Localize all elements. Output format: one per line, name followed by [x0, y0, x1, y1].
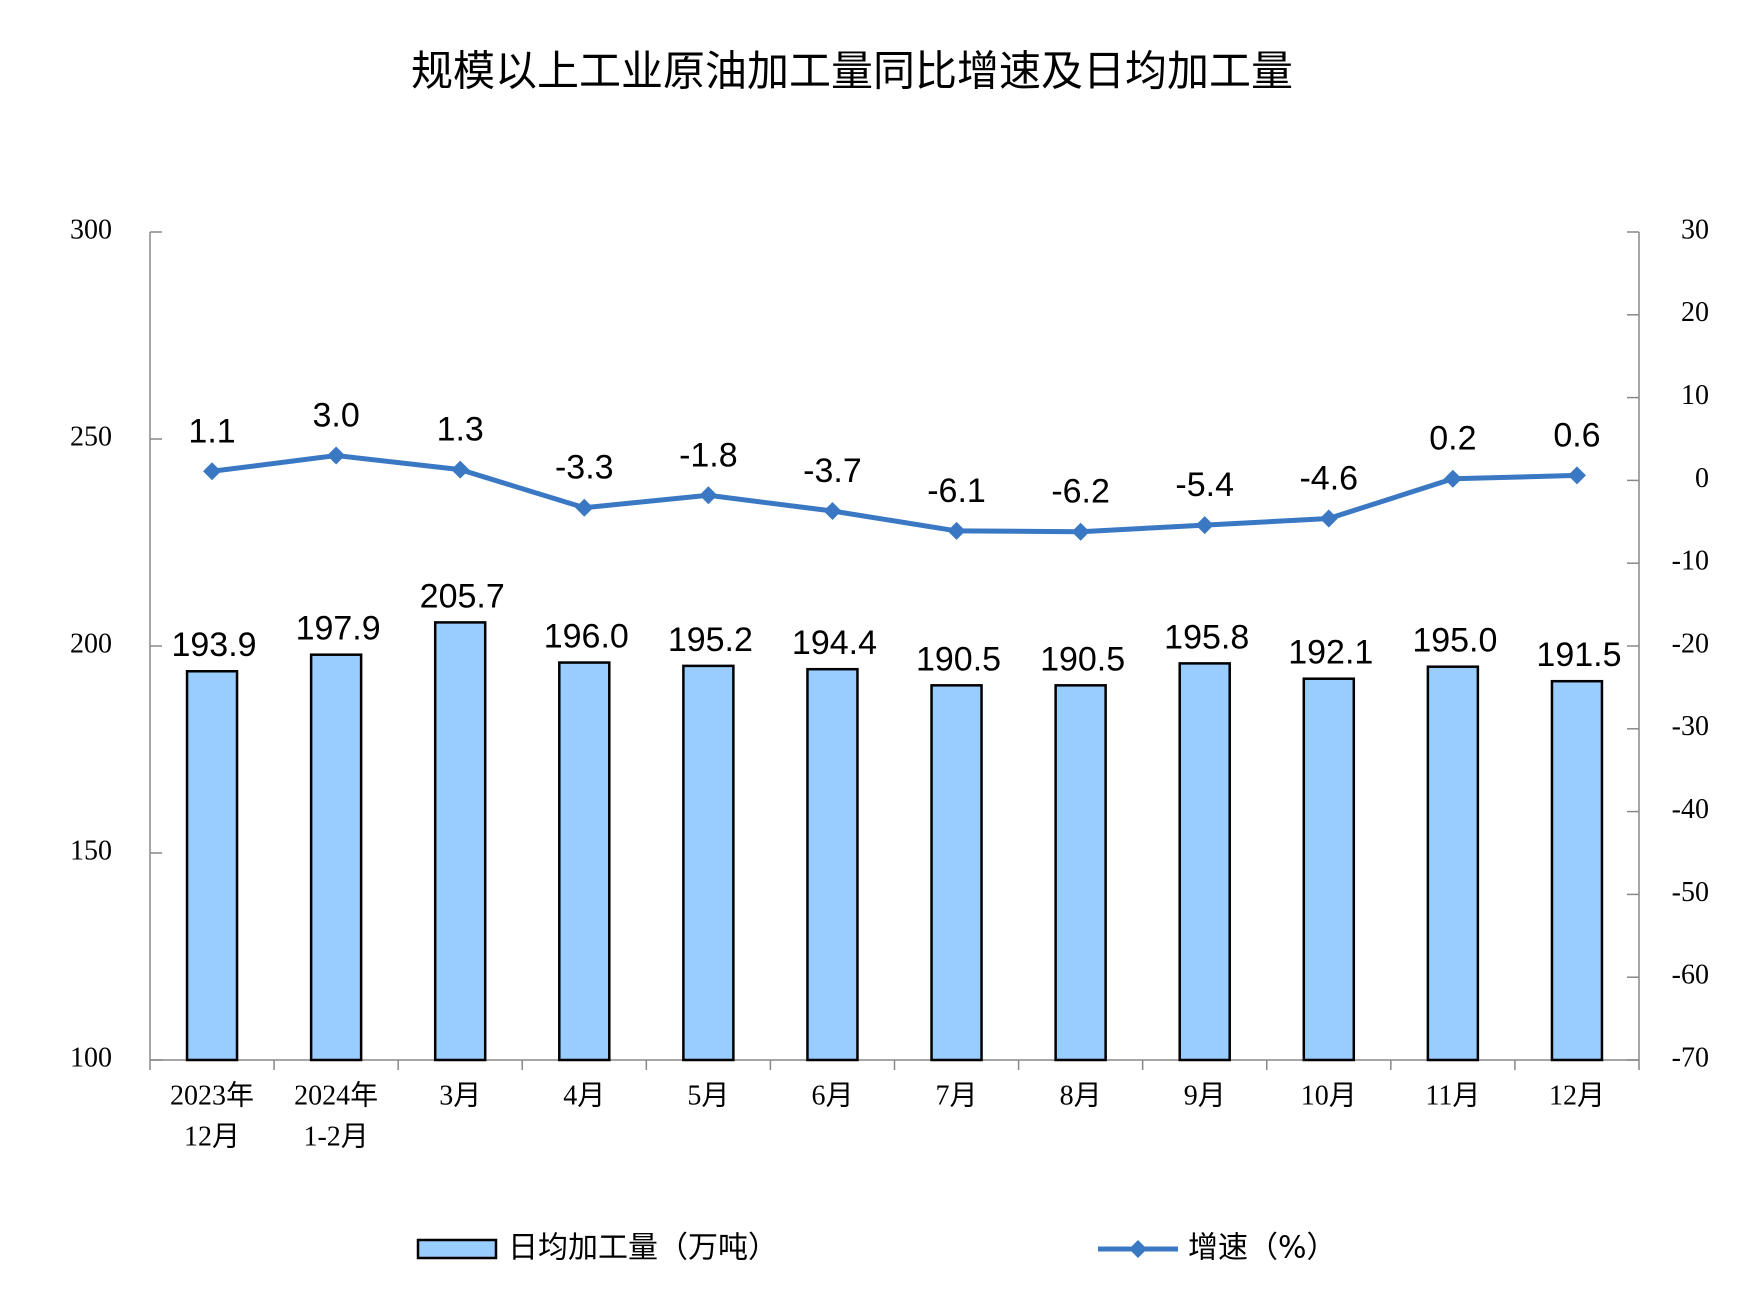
line-marker	[1443, 469, 1462, 488]
bar-value-label: 191.5	[1536, 636, 1621, 674]
bar	[930, 684, 983, 1062]
line-marker	[1071, 522, 1090, 541]
legend-label: 增速（%）	[1188, 1231, 1337, 1266]
bar-value-label: 205.7	[420, 577, 505, 615]
line-value-label: -6.1	[927, 472, 986, 510]
bar-value-label: 196.0	[544, 618, 629, 656]
bar-value-label: 190.5	[1040, 640, 1125, 678]
bar	[1426, 665, 1480, 1062]
line-value-label: -4.6	[1299, 459, 1358, 497]
line-marker	[823, 502, 842, 521]
x-tick-label: 7月	[936, 1080, 978, 1111]
bar-value-label: 194.4	[792, 624, 877, 662]
line-marker	[451, 460, 470, 479]
line-value-label: 1.1	[188, 412, 235, 450]
bar	[558, 661, 611, 1062]
bar	[1054, 684, 1107, 1062]
line-marker	[1567, 466, 1586, 485]
x-tick-label: 12月	[184, 1121, 240, 1152]
bar	[309, 653, 363, 1062]
line-value-label: -3.3	[555, 449, 614, 487]
y2-tick-label: -60	[1672, 960, 1709, 991]
y2-tick-label: -40	[1672, 794, 1709, 825]
line-value-label: -3.7	[803, 452, 862, 490]
line-value-label: 3.0	[312, 397, 359, 435]
y2-tick-label: -50	[1672, 877, 1709, 908]
x-tick-label: 1-2月	[303, 1121, 368, 1152]
x-tick-label: 2023年	[170, 1079, 254, 1111]
bar	[185, 670, 239, 1062]
bar	[1550, 679, 1604, 1062]
line-marker	[699, 486, 718, 505]
legend-swatch	[416, 1238, 498, 1260]
x-tick-label: 3月	[439, 1080, 481, 1111]
y2-tick-label: 30	[1681, 214, 1709, 245]
bar-value-label: 193.9	[171, 626, 256, 664]
y2-tick-label: -20	[1672, 628, 1709, 659]
line-marker	[947, 521, 966, 540]
bar	[1302, 677, 1356, 1062]
y2-tick-label: 20	[1681, 297, 1709, 328]
bar-value-label: 190.5	[916, 640, 1001, 678]
y-tick-label: 300	[70, 214, 112, 245]
line-value-label: 0.6	[1553, 416, 1600, 454]
line-value-label: -1.8	[679, 436, 738, 474]
line-marker	[1319, 509, 1338, 528]
bar	[682, 664, 735, 1062]
x-tick-label: 4月	[563, 1080, 605, 1111]
line	[211, 453, 1578, 535]
bar-value-label: 192.1	[1288, 634, 1373, 672]
x-tick-label: 10月	[1301, 1080, 1357, 1111]
bar	[806, 667, 859, 1062]
x-tick-label: 9月	[1184, 1080, 1226, 1111]
line-marker	[203, 462, 222, 481]
line-value-label: -6.2	[1051, 473, 1110, 511]
x-tick-label: 8月	[1060, 1080, 1102, 1111]
x-tick-label: 11月	[1425, 1080, 1480, 1111]
line-marker	[1195, 516, 1214, 535]
bar-value-label: 195.2	[668, 621, 753, 659]
y2-tick-label: -10	[1672, 546, 1709, 577]
y2-tick-label: 10	[1681, 380, 1709, 411]
legend-label: 日均加工量（万吨）	[508, 1231, 778, 1266]
bar-value-label: 195.0	[1412, 622, 1497, 660]
x-tick-label: 2024年	[294, 1079, 378, 1111]
line-value-label: 1.3	[437, 411, 484, 449]
y2-tick-label: 0	[1695, 463, 1709, 494]
legend-marker	[1129, 1240, 1147, 1258]
x-tick-label: 5月	[687, 1080, 729, 1111]
line-marker	[327, 446, 346, 465]
bar-value-label: 195.8	[1164, 618, 1249, 656]
bar	[433, 621, 487, 1062]
y2-tick-label: -30	[1672, 711, 1709, 742]
y-tick-label: 100	[70, 1042, 112, 1073]
chart-title: 规模以上工业原油加工量同比增速及日均加工量	[411, 47, 1293, 96]
bar	[1178, 662, 1231, 1062]
line-value-label: -5.4	[1175, 466, 1234, 504]
y-tick-label: 200	[70, 628, 112, 659]
line-value-label: 0.2	[1429, 420, 1476, 458]
y-tick-label: 150	[70, 835, 112, 866]
bar-value-label: 197.9	[296, 610, 381, 648]
x-tick-label: 6月	[811, 1080, 853, 1111]
line-marker	[575, 498, 594, 517]
y-tick-label: 250	[70, 421, 112, 452]
x-tick-label: 12月	[1549, 1080, 1605, 1111]
y2-tick-label: -70	[1672, 1042, 1709, 1073]
